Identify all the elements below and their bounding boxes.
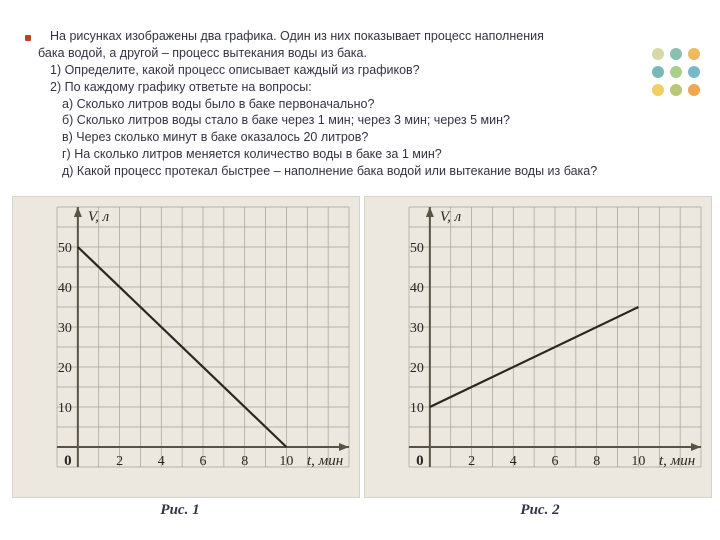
- caption-1: Рис. 1: [0, 502, 360, 519]
- bullet-icon: [25, 35, 31, 41]
- svg-text:20: 20: [410, 361, 424, 376]
- decoration-dots: [652, 48, 702, 98]
- svg-text:10: 10: [631, 454, 645, 469]
- svg-text:10: 10: [410, 401, 424, 416]
- chart-2: 10 20 30 40 50 2 4 6 8 10 0 V, л t, мин: [364, 196, 712, 498]
- question-2d: г) На сколько литров меняется количество…: [38, 146, 688, 163]
- question-2e: д) Какой процесс протекал быстрее – напо…: [38, 163, 688, 180]
- svg-text:50: 50: [58, 241, 72, 256]
- svg-text:40: 40: [58, 281, 72, 296]
- svg-text:4: 4: [158, 454, 165, 469]
- svg-text:30: 30: [58, 321, 72, 336]
- svg-text:V, л: V, л: [88, 209, 110, 225]
- problem-text: На рисунках изображены два графика. Один…: [38, 28, 688, 180]
- chart-1: 10 20 30 40 50 2 4 6 8 10 0 V, л t, мин: [12, 196, 360, 498]
- chart-1-svg: 10 20 30 40 50 2 4 6 8 10 0 V, л t, мин: [13, 197, 359, 497]
- svg-text:10: 10: [279, 454, 293, 469]
- svg-text:t, мин: t, мин: [307, 453, 343, 469]
- svg-text:40: 40: [410, 281, 424, 296]
- intro-line2: бака водой, а другой – процесс вытекания…: [38, 45, 688, 62]
- svg-text:t, мин: t, мин: [659, 453, 695, 469]
- svg-text:V, л: V, л: [440, 209, 462, 225]
- svg-text:8: 8: [593, 454, 600, 469]
- question-2a: а) Сколько литров воды было в баке перво…: [38, 96, 688, 113]
- svg-text:6: 6: [552, 454, 559, 469]
- svg-text:2: 2: [468, 454, 475, 469]
- question-2b: б) Сколько литров воды стало в баке чере…: [38, 112, 688, 129]
- svg-text:50: 50: [410, 241, 424, 256]
- question-1: 1) Определите, какой процесс описывает к…: [38, 62, 688, 79]
- question-2: 2) По каждому графику ответьте на вопрос…: [38, 79, 688, 96]
- svg-text:0: 0: [64, 453, 72, 469]
- svg-text:4: 4: [510, 454, 517, 469]
- svg-text:8: 8: [241, 454, 248, 469]
- svg-text:30: 30: [410, 321, 424, 336]
- caption-2: Рис. 2: [360, 502, 720, 519]
- charts-row: 10203040502468100V, лt, мин 102030405024…: [12, 196, 708, 498]
- intro-line1: На рисунках изображены два графика. Один…: [38, 28, 688, 45]
- svg-text:20: 20: [58, 361, 72, 376]
- question-2c: в) Через сколько минут в баке оказалось …: [38, 129, 688, 146]
- chart-2-svg: 10 20 30 40 50 2 4 6 8 10 0 V, л t, мин: [365, 197, 711, 497]
- svg-text:6: 6: [200, 454, 207, 469]
- svg-text:0: 0: [416, 453, 424, 469]
- captions-row: Рис. 1 Рис. 2: [0, 502, 720, 519]
- svg-text:10: 10: [58, 401, 72, 416]
- svg-text:2: 2: [116, 454, 123, 469]
